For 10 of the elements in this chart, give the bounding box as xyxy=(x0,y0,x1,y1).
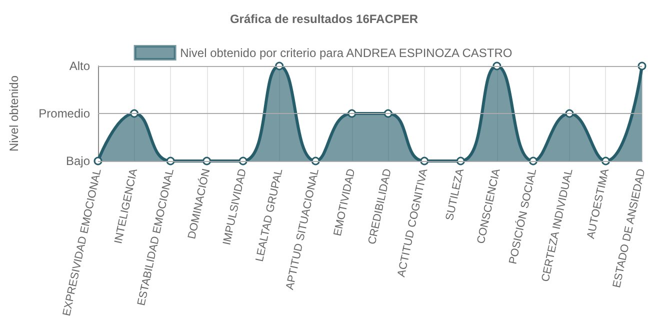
x-tick-label: ESTADO DE ANSIEDAD xyxy=(610,168,648,289)
ref-line-label: Promedio xyxy=(38,106,90,120)
y-axis-title: Nivel obtenido xyxy=(7,75,21,152)
ref-line-label: Alto xyxy=(69,59,90,73)
x-tick-label: LEALTAD GRUPAL xyxy=(254,168,286,263)
ref-line-label: Bajo xyxy=(66,154,90,168)
chart-title: Gráfica de resultados 16FACPER xyxy=(230,12,418,26)
x-tick-label: POSICIÓN SOCIAL xyxy=(506,168,540,266)
x-tick-label: SUTILEZA xyxy=(444,167,467,222)
legend-label: Nivel obtenido por criterio para ANDREA ESPINOZA CASTRO xyxy=(180,46,512,60)
